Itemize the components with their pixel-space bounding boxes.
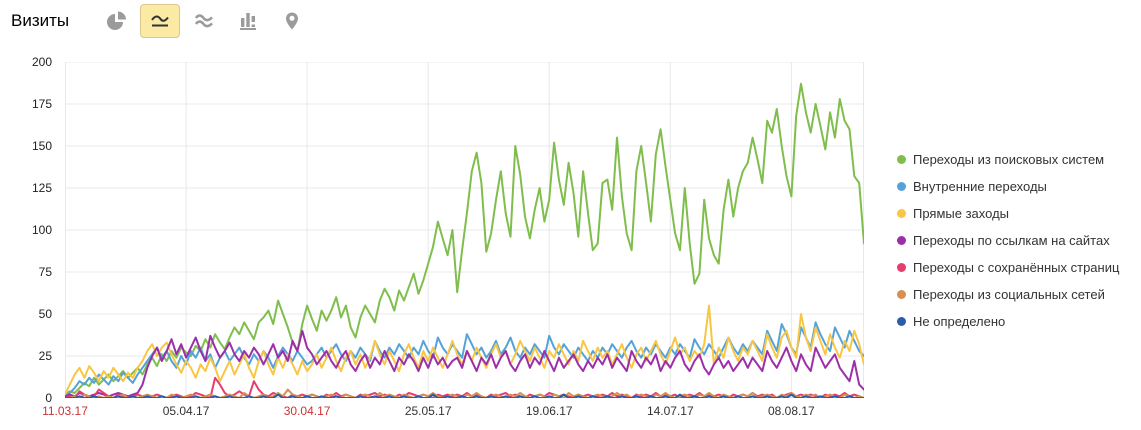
y-tick-label: 150: [31, 139, 52, 153]
x-tick-label: 25.05.17: [404, 404, 452, 418]
legend-dot: [897, 317, 906, 326]
legend-label: Не определено: [913, 314, 1006, 329]
map-view-button[interactable]: [272, 4, 312, 38]
y-tick-label: 0: [45, 391, 52, 405]
legend-item-internal[interactable]: Внутренние переходы: [897, 173, 1119, 200]
y-tick-label: 100: [31, 223, 52, 237]
x-tick-label: 19.06.17: [525, 404, 573, 418]
stacked-area-view-button[interactable]: [184, 4, 224, 38]
legend-dot: [897, 236, 906, 245]
legend-dot: [897, 182, 906, 191]
x-tick-label: 11.03.17: [42, 404, 88, 418]
legend-item-search[interactable]: Переходы из поисковых систем: [897, 146, 1119, 173]
legend-dot: [897, 290, 906, 299]
line-chart-icon: [149, 10, 171, 32]
map-pin-icon: [281, 10, 303, 32]
legend-label: Прямые заходы: [913, 206, 1010, 221]
visits-line-chart[interactable]: [64, 61, 865, 399]
y-tick-label: 200: [31, 55, 52, 69]
y-tick-label: 175: [31, 97, 52, 111]
y-tick-label: 25: [38, 349, 52, 363]
legend-dot: [897, 155, 906, 164]
x-tick-label: 05.04.17: [162, 404, 210, 418]
legend-item-undefined[interactable]: Не определено: [897, 308, 1119, 335]
widget-header: Визиты: [0, 0, 316, 42]
stacked-area-icon: [193, 10, 215, 32]
legend-item-direct[interactable]: Прямые заходы: [897, 200, 1119, 227]
legend-item-sitelinks[interactable]: Переходы по ссылкам на сайтах: [897, 227, 1119, 254]
x-tick-label: 30.04.17: [283, 404, 331, 418]
y-tick-label: 125: [31, 181, 52, 195]
chart-plot-area[interactable]: [64, 61, 865, 399]
y-tick-label: 50: [38, 307, 52, 321]
series-line-sitelinks: [64, 329, 865, 398]
column-chart-view-button[interactable]: [228, 4, 268, 38]
y-tick-label: 75: [38, 265, 52, 279]
column-chart-icon: [237, 10, 259, 32]
chart-legend: Переходы из поисковых систем Внутренние п…: [897, 146, 1119, 335]
line-chart-view-button[interactable]: [140, 4, 181, 38]
pie-chart-icon: [105, 10, 127, 32]
legend-dot: [897, 263, 906, 272]
legend-label: Переходы из поисковых систем: [913, 152, 1105, 167]
x-tick-label: 14.07.17: [646, 404, 694, 418]
legend-label: Внутренние переходы: [913, 179, 1047, 194]
legend-label: Переходы с сохранённых страниц: [913, 260, 1120, 275]
legend-item-social[interactable]: Переходы из социальных сетей: [897, 281, 1119, 308]
widget-title: Визиты: [11, 11, 70, 30]
x-tick-label: 08.08.17: [768, 404, 815, 418]
legend-dot: [897, 209, 906, 218]
series-line-search: [64, 82, 865, 396]
legend-label: Переходы по ссылкам на сайтах: [913, 233, 1110, 248]
legend-label: Переходы из социальных сетей: [913, 287, 1105, 302]
pie-chart-view-button[interactable]: [96, 4, 136, 38]
legend-item-saved[interactable]: Переходы с сохранённых страниц: [897, 254, 1119, 281]
